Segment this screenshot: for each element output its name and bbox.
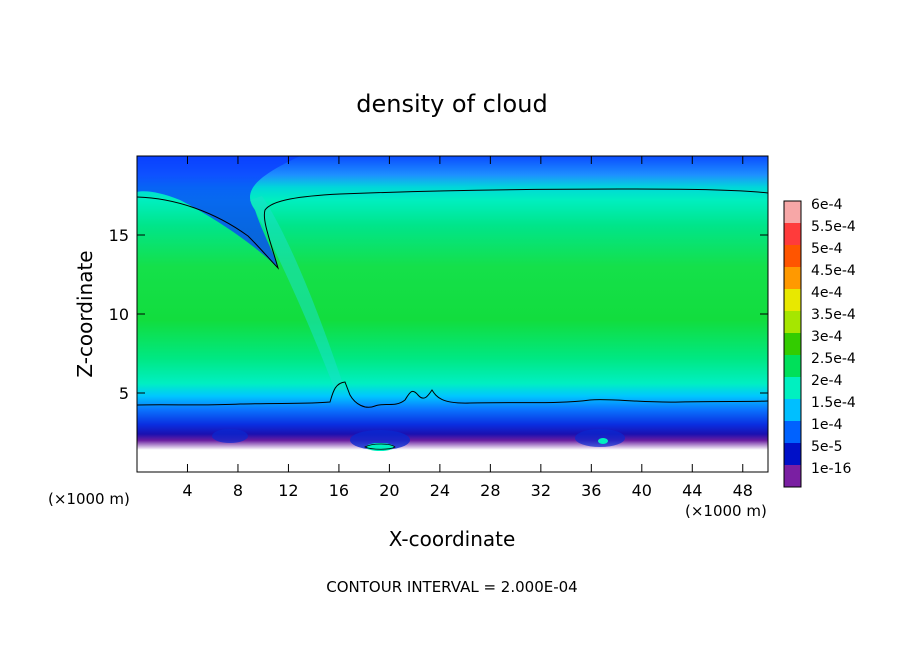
contour-line-lower bbox=[137, 381, 768, 408]
low-core-2 bbox=[598, 438, 608, 444]
low-feature-2 bbox=[575, 429, 625, 447]
colorbar-label-4: 4e-4 bbox=[811, 285, 843, 301]
x-tick-label-5: 24 bbox=[430, 481, 450, 500]
y-tick-label-0: 5 bbox=[119, 384, 129, 403]
colorbar: 6e-4 5.5e-4 5e-4 4.5e-4 4e-4 3.5e-4 3e-4 2.5e-4… bbox=[783, 197, 856, 488]
y-axis: 5 10 15 bbox=[109, 226, 768, 403]
colorbar-label-5: 3.5e-4 bbox=[811, 307, 856, 323]
x-tick-label-0: 4 bbox=[182, 481, 192, 500]
colorbar-label-0: 6e-4 bbox=[811, 197, 843, 213]
colorbar-label-11: 5e-5 bbox=[811, 439, 842, 455]
colorbar-label-9: 1.5e-4 bbox=[811, 395, 856, 411]
x-tick-label-2: 12 bbox=[278, 481, 298, 500]
x-axis: 4 8 12 16 20 24 28 32 36 40 44 48 bbox=[182, 156, 753, 500]
colorbar-swatch-5 bbox=[784, 311, 801, 333]
x-tick-label-1: 8 bbox=[233, 481, 243, 500]
contour-line-small bbox=[364, 443, 396, 450]
x-tick-label-3: 16 bbox=[329, 481, 349, 500]
colorbar-swatch-1 bbox=[784, 223, 801, 245]
colorbar-label-12: 1e-16 bbox=[811, 461, 851, 477]
colorbar-label-8: 2e-4 bbox=[811, 373, 843, 389]
contour-interval-note: CONTOUR INTERVAL = 2.000E-04 bbox=[326, 578, 577, 596]
colorbar-label-3: 4.5e-4 bbox=[811, 263, 856, 279]
x-tick-label-11: 48 bbox=[733, 481, 753, 500]
colorbar-swatch-4 bbox=[784, 289, 801, 311]
y-tick-label-2: 15 bbox=[109, 226, 129, 245]
low-feature-1 bbox=[350, 430, 410, 450]
colorbar-swatch-3 bbox=[784, 267, 801, 289]
colorbar-swatch-8 bbox=[784, 377, 801, 399]
x-tick-label-7: 32 bbox=[531, 481, 551, 500]
colorbar-swatch-11 bbox=[784, 443, 801, 465]
colorbar-label-7: 2.5e-4 bbox=[811, 351, 856, 367]
plume-streak bbox=[250, 196, 345, 390]
contour-line-upper bbox=[137, 188, 768, 270]
low-feature-3 bbox=[212, 429, 248, 443]
colorbar-swatch-12 bbox=[784, 465, 801, 487]
chart-title: density of cloud bbox=[356, 90, 547, 118]
upper-left-dry-region bbox=[137, 156, 300, 268]
colorbar-swatch-2 bbox=[784, 245, 801, 267]
colorbar-label-6: 3e-4 bbox=[811, 329, 843, 345]
x-tick-label-8: 36 bbox=[581, 481, 601, 500]
colorbar-label-1: 5.5e-4 bbox=[811, 219, 856, 235]
colorbar-frame bbox=[783, 200, 802, 488]
x-tick-label-6: 28 bbox=[480, 481, 500, 500]
colorbar-label-2: 5e-4 bbox=[811, 241, 843, 257]
colorbar-swatch-10 bbox=[784, 421, 801, 443]
x-axis-label: X-coordinate bbox=[389, 527, 516, 551]
colorbar-label-10: 1e-4 bbox=[811, 417, 843, 433]
colorbar-swatch-9 bbox=[784, 399, 801, 421]
x-unit-right: (×1000 m) bbox=[685, 502, 767, 520]
x-tick-label-9: 40 bbox=[632, 481, 652, 500]
colorbar-swatch-0 bbox=[784, 201, 801, 223]
x-tick-label-10: 44 bbox=[682, 481, 702, 500]
y-tick-label-1: 10 bbox=[109, 305, 129, 324]
x-tick-label-4: 20 bbox=[379, 481, 399, 500]
colorbar-swatch-7 bbox=[784, 355, 801, 377]
y-axis-label: Z-coordinate bbox=[73, 250, 97, 377]
plot-field bbox=[137, 156, 768, 472]
x-unit-left: (×1000 m) bbox=[48, 490, 130, 508]
colorbar-swatch-6 bbox=[784, 333, 801, 355]
